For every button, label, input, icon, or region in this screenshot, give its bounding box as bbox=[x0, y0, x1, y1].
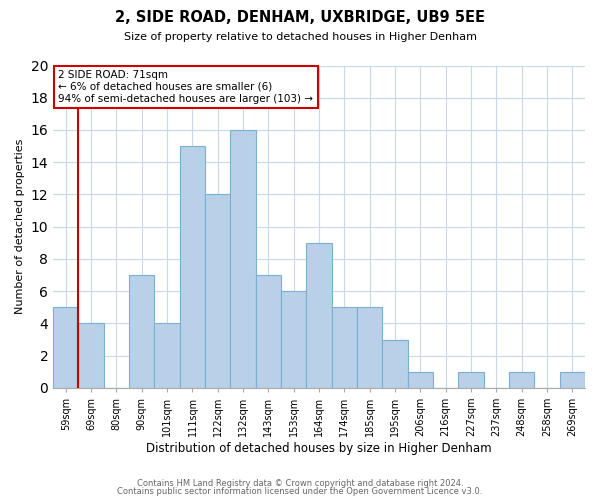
Bar bbox=[129, 275, 154, 388]
Bar bbox=[154, 324, 180, 388]
Bar bbox=[281, 291, 307, 388]
Text: 2 SIDE ROAD: 71sqm
← 6% of detached houses are smaller (6)
94% of semi-detached : 2 SIDE ROAD: 71sqm ← 6% of detached hous… bbox=[58, 70, 313, 104]
Bar bbox=[560, 372, 585, 388]
Y-axis label: Number of detached properties: Number of detached properties bbox=[15, 139, 25, 314]
X-axis label: Distribution of detached houses by size in Higher Denham: Distribution of detached houses by size … bbox=[146, 442, 492, 455]
Text: Contains public sector information licensed under the Open Government Licence v3: Contains public sector information licen… bbox=[118, 487, 482, 496]
Bar bbox=[53, 308, 79, 388]
Bar bbox=[382, 340, 408, 388]
Bar bbox=[357, 308, 382, 388]
Bar bbox=[180, 146, 205, 388]
Bar bbox=[509, 372, 535, 388]
Text: Contains HM Land Registry data © Crown copyright and database right 2024.: Contains HM Land Registry data © Crown c… bbox=[137, 478, 463, 488]
Bar bbox=[205, 194, 230, 388]
Bar bbox=[332, 308, 357, 388]
Text: Size of property relative to detached houses in Higher Denham: Size of property relative to detached ho… bbox=[124, 32, 476, 42]
Bar bbox=[230, 130, 256, 388]
Bar bbox=[79, 324, 104, 388]
Bar bbox=[458, 372, 484, 388]
Bar bbox=[307, 243, 332, 388]
Bar bbox=[256, 275, 281, 388]
Bar bbox=[408, 372, 433, 388]
Text: 2, SIDE ROAD, DENHAM, UXBRIDGE, UB9 5EE: 2, SIDE ROAD, DENHAM, UXBRIDGE, UB9 5EE bbox=[115, 10, 485, 25]
